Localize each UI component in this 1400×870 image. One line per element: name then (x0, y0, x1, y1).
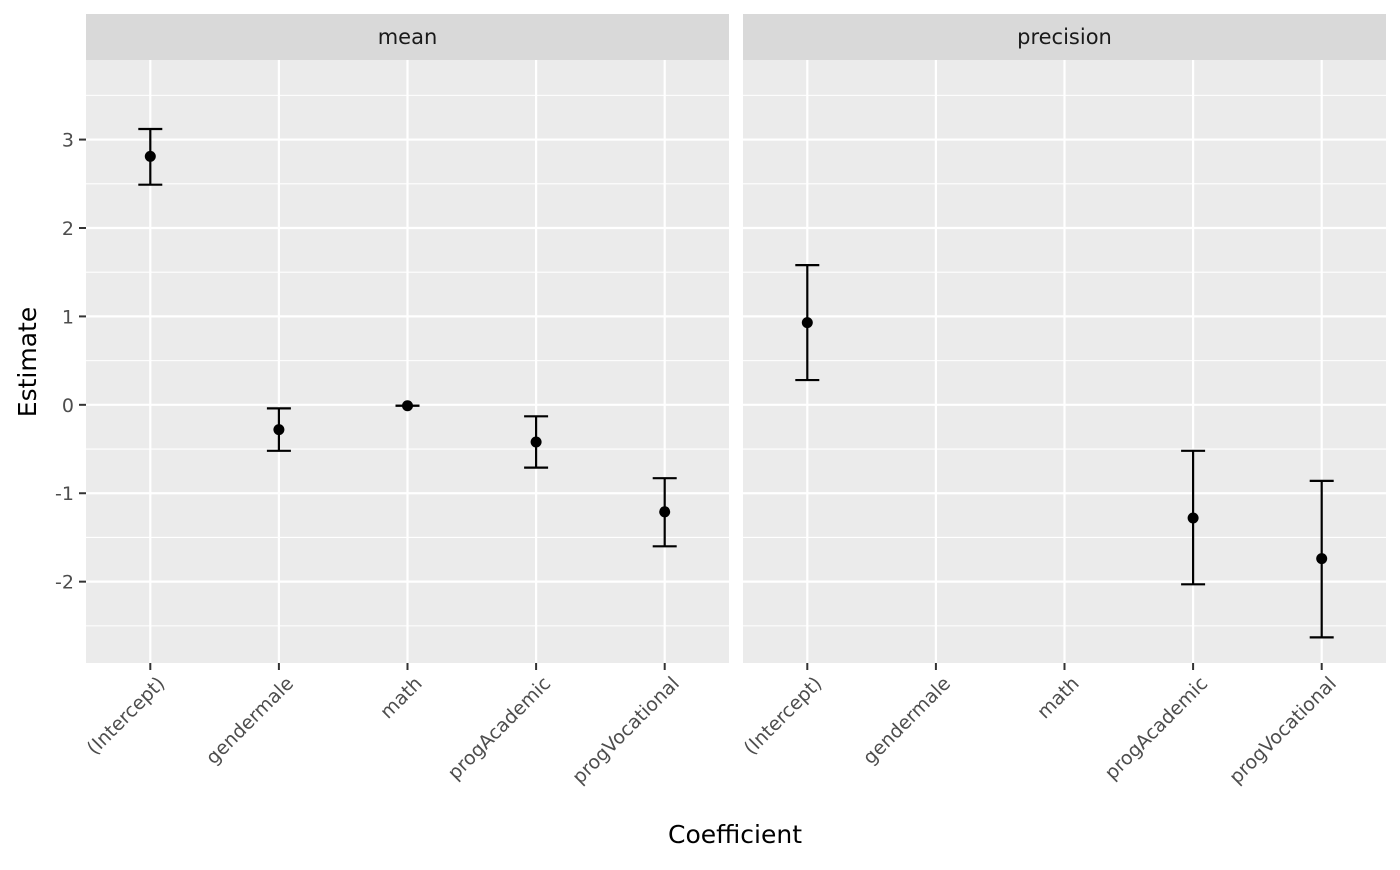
panel-precision: precision (743, 14, 1386, 663)
facet-label: mean (378, 25, 438, 49)
x-tick-label: gendermale (859, 673, 955, 769)
facet-strip (86, 14, 729, 60)
x-tick-label: math (1033, 673, 1084, 724)
x-axis: (Intercept) gendermale math progAcademic pro… (83, 663, 1341, 788)
y-tick-label: -1 (55, 483, 74, 505)
estimate-point (1316, 553, 1328, 565)
estimate-point (402, 400, 413, 412)
x-axis-title: Coefficient (668, 820, 802, 849)
y-tick-label: 2 (62, 218, 74, 240)
x-tick-label: gendermale (202, 673, 298, 769)
panels-layer: mean precision (86, 14, 1386, 663)
facet-strip (743, 14, 1386, 60)
estimate-point (273, 424, 285, 436)
y-tick-label: 1 (62, 306, 74, 328)
y-axis-title: Estimate (13, 307, 42, 417)
y-tick-label: 3 (62, 130, 74, 152)
x-tick-label: progAcademic (444, 673, 556, 785)
estimate-point (530, 436, 542, 448)
x-tick-label: progVocational (568, 673, 684, 789)
facet-label: precision (1017, 25, 1112, 49)
panel-mean: mean (86, 14, 729, 663)
x-tick-label: progAcademic (1101, 673, 1213, 785)
x-tick-label: (Intercept) (83, 673, 170, 760)
x-tick-label: progVocational (1225, 673, 1341, 789)
y-tick-label: -2 (55, 572, 74, 594)
estimate-point (801, 317, 813, 329)
estimate-point (144, 150, 156, 162)
estimate-point (659, 506, 671, 518)
x-tick-label: math (376, 673, 427, 724)
y-tick-label: 0 (62, 395, 74, 417)
y-axis: -2 -1 0 1 2 3 (55, 130, 86, 594)
estimate-point (1187, 512, 1199, 524)
x-tick-label: (Intercept) (740, 673, 827, 760)
